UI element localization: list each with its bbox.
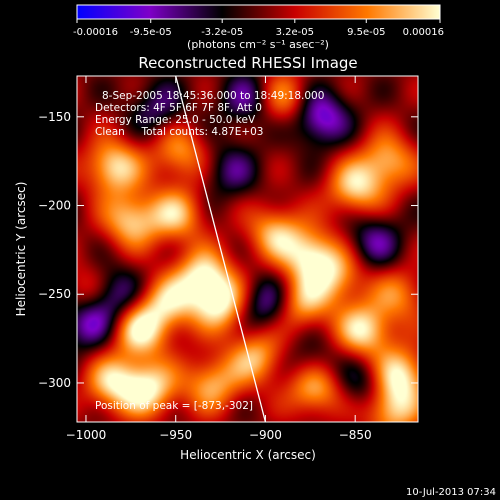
colorbar <box>76 4 441 20</box>
y-tick-label: −250 <box>38 287 71 301</box>
solar-limb-line <box>175 76 267 422</box>
colorbar-tick-label: 3.2e-05 <box>276 27 314 38</box>
info-energy-range: Energy Range: 25.0 - 50.0 keV <box>95 114 256 126</box>
x-axis-label: Heliocentric X (arcsec) <box>180 448 316 462</box>
info-detectors: Detectors: 4F 5F 6F 7F 8F, Att 0 <box>95 102 262 114</box>
x-tick-label: −900 <box>249 428 282 442</box>
colorbar-tick-label: -3.2e-05 <box>201 27 243 38</box>
x-tick-label: −950 <box>159 428 192 442</box>
y-tick-label: −150 <box>38 110 71 124</box>
info-clean-counts: Clean Total counts: 4.87E+03 <box>95 126 264 138</box>
x-axis-ticks: −1000 −950 −900 −850 <box>66 76 372 442</box>
colorbar-tick-label: -0.00016 <box>73 27 118 38</box>
footer-timestamp: 10-Jul-2013 07:34 <box>406 487 496 498</box>
y-axis-label: Heliocentric Y (arcsec) <box>14 182 28 317</box>
colorbar-tick-label: -9.5e-05 <box>130 27 172 38</box>
x-tick-label: −850 <box>339 428 372 442</box>
y-tick-label: −300 <box>38 376 71 390</box>
observation-info: 8-Sep-2005 18:45:36.000 to 18:49:18.000 … <box>95 90 324 138</box>
y-tick-label: −200 <box>38 199 71 213</box>
chart-title: Reconstructed RHESSI Image <box>138 54 357 72</box>
colorbar-ticks: -0.00016 -9.5e-05 -3.2e-05 3.2e-05 9.5e-05 0.… <box>73 19 444 38</box>
colorbar-unit-label: (photons cm⁻² s⁻¹ asec⁻²) <box>187 38 329 51</box>
peak-position-label: Position of peak = [-873,-302] <box>95 400 253 412</box>
heatmap-image <box>77 76 418 422</box>
colorbar-tick-label: 0.00016 <box>403 27 444 38</box>
x-tick-label: −1000 <box>66 428 107 442</box>
y-axis-ticks: −150 −200 −250 −300 <box>38 110 418 390</box>
colorbar-tick-label: 9.5e-05 <box>347 27 385 38</box>
plot-frame <box>76 75 419 423</box>
info-time-range: 8-Sep-2005 18:45:36.000 to 18:49:18.000 <box>102 90 324 102</box>
